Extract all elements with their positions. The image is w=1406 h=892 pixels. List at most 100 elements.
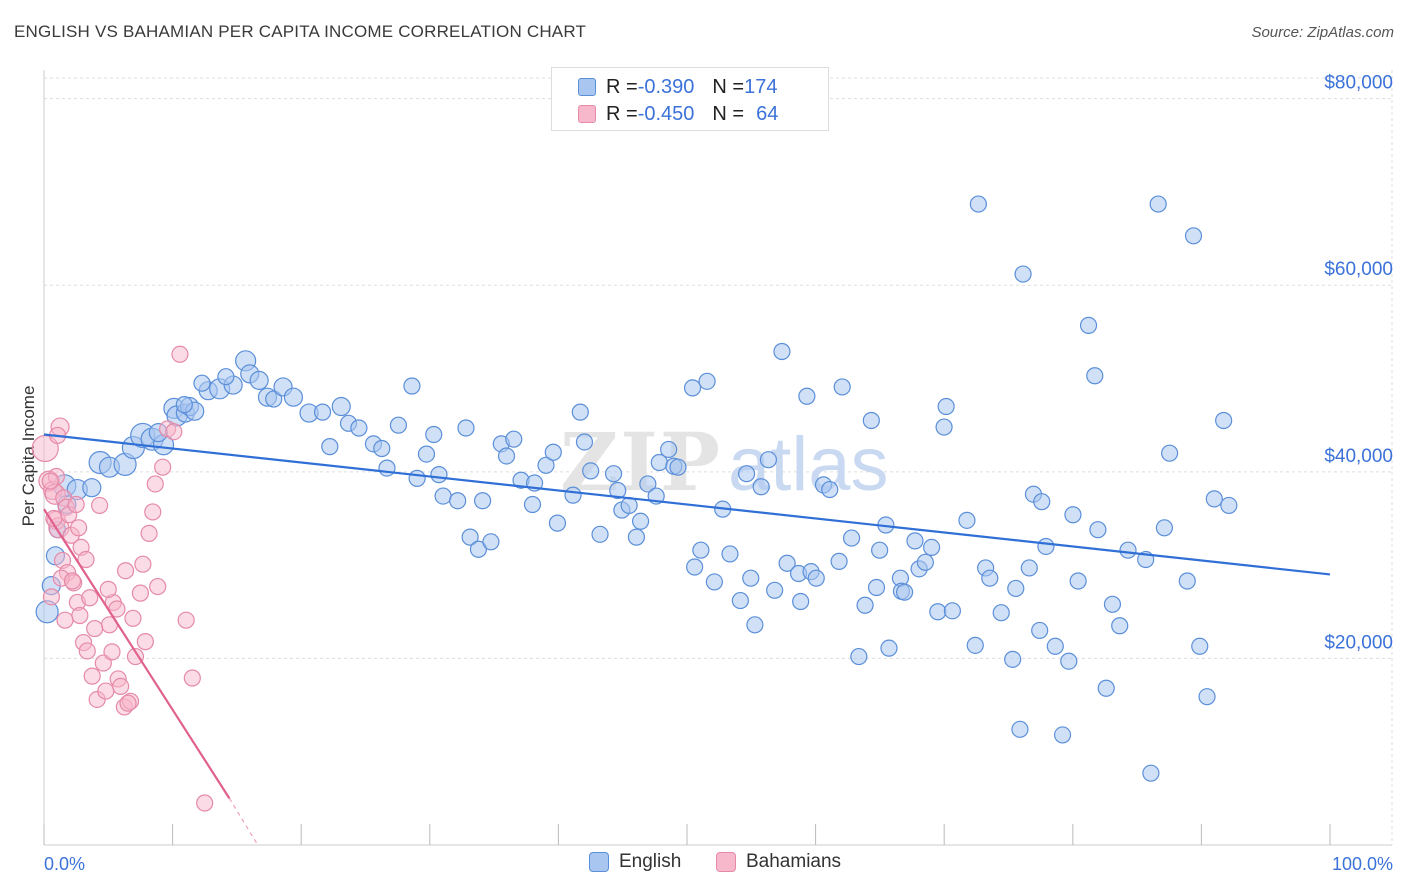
legend-english-swatch bbox=[589, 852, 609, 872]
bahamian-point bbox=[124, 609, 142, 627]
watermark: ZIP atlas bbox=[560, 415, 889, 509]
english-point bbox=[1142, 764, 1160, 782]
bahamian-trend-line bbox=[43, 508, 231, 799]
bahamian-point bbox=[97, 682, 115, 700]
legend-row-english: R = -0.390 N = 174 bbox=[578, 75, 777, 99]
english-point bbox=[1004, 650, 1022, 668]
english-point bbox=[537, 456, 555, 474]
english-point bbox=[1037, 537, 1055, 556]
bahamian-point bbox=[77, 550, 95, 569]
english-point bbox=[1053, 726, 1072, 744]
english-point bbox=[842, 529, 861, 547]
english-point bbox=[523, 495, 542, 514]
english-point bbox=[1215, 411, 1233, 430]
english-point bbox=[862, 411, 880, 430]
english-point bbox=[773, 342, 791, 361]
english-point bbox=[1031, 621, 1049, 640]
english-point bbox=[1198, 688, 1216, 706]
english-point bbox=[778, 554, 796, 572]
bahamian-point bbox=[134, 555, 152, 573]
english-point bbox=[698, 372, 716, 390]
english-point bbox=[1205, 490, 1223, 508]
english-point bbox=[1191, 637, 1209, 655]
english-point bbox=[669, 458, 687, 476]
english-point bbox=[82, 478, 102, 498]
english-point bbox=[821, 480, 839, 499]
english-point bbox=[871, 541, 889, 559]
bahamian-point bbox=[56, 611, 74, 629]
trend-lines bbox=[43, 433, 1331, 846]
english-point bbox=[249, 370, 269, 391]
english-point bbox=[850, 647, 868, 666]
english-n-value: 174 bbox=[744, 75, 778, 98]
english-r-label: R = bbox=[606, 75, 638, 98]
english-point bbox=[686, 558, 704, 576]
bahamian-point bbox=[78, 642, 96, 660]
english-point bbox=[830, 552, 848, 570]
english-point bbox=[833, 378, 851, 396]
english-point bbox=[906, 532, 924, 550]
english-point bbox=[759, 451, 778, 469]
english-swatch bbox=[578, 78, 596, 96]
bahamian-points bbox=[31, 345, 214, 812]
english-point bbox=[627, 528, 646, 546]
bahamian-point bbox=[131, 584, 150, 602]
english-point bbox=[631, 512, 650, 530]
english-point bbox=[1161, 444, 1179, 462]
english-point bbox=[283, 387, 304, 407]
english-point bbox=[1089, 521, 1107, 539]
english-point bbox=[417, 445, 436, 463]
y-tick-label: $40,000 bbox=[1324, 446, 1393, 467]
bahamian-point bbox=[103, 643, 121, 661]
english-point bbox=[937, 397, 955, 416]
y-axis-label: Per Capita Income bbox=[19, 386, 38, 527]
english-point bbox=[497, 447, 516, 465]
english-point bbox=[457, 419, 475, 437]
english-point bbox=[922, 538, 941, 556]
bahamian-point bbox=[63, 572, 82, 590]
english-point bbox=[969, 195, 987, 213]
english-point bbox=[1020, 559, 1038, 577]
english-point bbox=[1155, 519, 1174, 537]
english-point bbox=[389, 416, 408, 434]
legend-bahamians-label: Bahamians bbox=[746, 851, 842, 872]
english-point bbox=[434, 487, 452, 505]
english-point bbox=[1103, 595, 1122, 613]
english-point bbox=[943, 602, 961, 620]
english-point bbox=[321, 438, 339, 456]
bahamian-point bbox=[42, 588, 61, 606]
legend-bahamians[interactable]: Bahamians bbox=[716, 851, 841, 873]
english-point bbox=[639, 475, 657, 493]
english-point bbox=[1086, 367, 1104, 385]
english-point bbox=[482, 533, 500, 551]
english-point bbox=[548, 514, 567, 532]
legend-bahamians-swatch bbox=[716, 852, 736, 872]
bahamian-point bbox=[165, 423, 183, 441]
english-point bbox=[721, 545, 739, 563]
english-point bbox=[331, 396, 351, 417]
english-point bbox=[449, 492, 467, 510]
english-point bbox=[571, 403, 589, 421]
bahamian-point bbox=[144, 503, 162, 521]
bahamian-point bbox=[112, 677, 130, 696]
bahamian-point bbox=[154, 458, 172, 476]
english-point bbox=[929, 603, 947, 621]
english-point bbox=[175, 396, 193, 414]
english-point bbox=[798, 387, 816, 405]
bahamian-n-label: N = bbox=[712, 102, 745, 125]
legend-row-bahamians: R = -0.450 N = 64 bbox=[578, 102, 778, 126]
english-point bbox=[1149, 195, 1167, 213]
english-point bbox=[408, 469, 426, 487]
english-point bbox=[1119, 541, 1137, 559]
bahamian-swatch bbox=[578, 105, 596, 123]
y-tick-label: $80,000 bbox=[1324, 73, 1393, 94]
english-point bbox=[1046, 637, 1064, 655]
bahamian-point bbox=[116, 562, 135, 580]
english-point bbox=[350, 419, 368, 437]
english-point bbox=[958, 511, 976, 529]
english-point bbox=[916, 553, 934, 571]
english-point bbox=[1097, 679, 1115, 697]
legend-english[interactable]: English bbox=[589, 851, 681, 873]
english-point bbox=[692, 541, 710, 559]
english-point bbox=[313, 403, 332, 421]
